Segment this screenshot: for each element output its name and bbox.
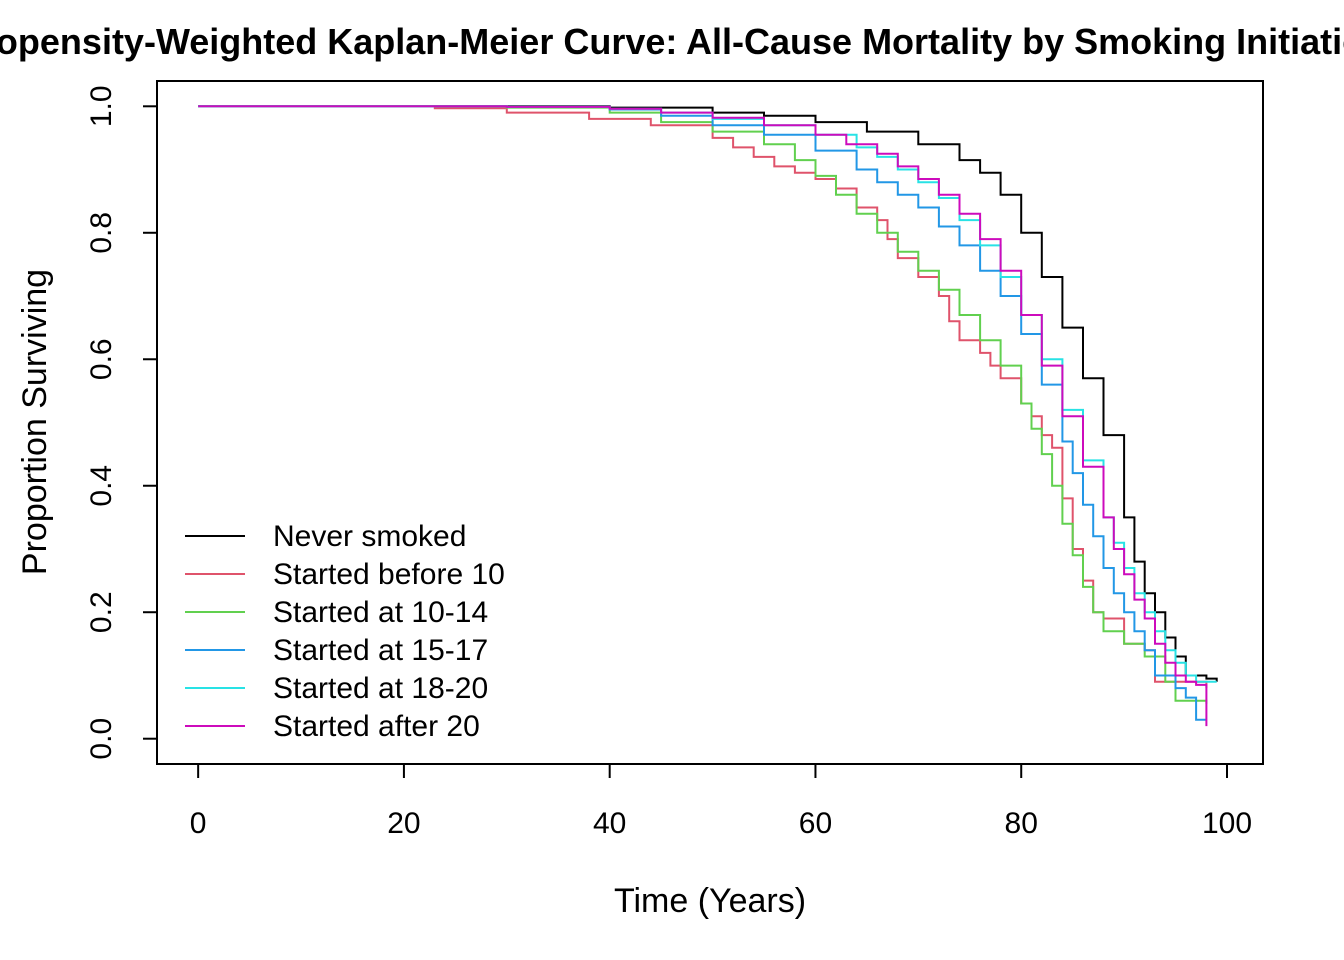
x-tick-label: 0 <box>190 807 207 840</box>
legend-label: Started at 18-20 <box>273 672 488 705</box>
x-tick-label: 100 <box>1202 807 1252 840</box>
y-tick-label: 0.2 <box>85 591 118 633</box>
y-axis: 0.0 0.2 0.4 0.6 0.8 1.0 <box>85 85 158 760</box>
x-tick-label: 20 <box>387 807 420 840</box>
legend-label: Started at 10-14 <box>273 596 488 629</box>
x-tick-label: 60 <box>799 807 832 840</box>
y-tick-label: 1.0 <box>85 85 118 127</box>
legend-label: Started before 10 <box>273 558 505 591</box>
series-line-2 <box>198 105 1208 689</box>
x-tick-label: 80 <box>1005 807 1038 840</box>
legend: Never smoked Started before 10 Started at … <box>185 520 505 743</box>
y-tick-label: 0.8 <box>85 212 118 254</box>
legend-label: Started after 20 <box>273 710 480 743</box>
chart-title: Propensity-Weighted Kaplan-Meier Curve: … <box>0 21 1344 62</box>
legend-label: Never smoked <box>273 520 466 553</box>
y-axis-label: Proportion Surviving <box>16 269 54 575</box>
y-tick-label: 0.0 <box>85 718 118 760</box>
legend-label: Started at 15-17 <box>273 634 488 667</box>
y-tick-label: 0.6 <box>85 338 118 380</box>
x-tick-label: 40 <box>593 807 626 840</box>
x-axis-label: Time (Years) <box>614 882 806 920</box>
series-line-1 <box>198 105 1218 682</box>
x-axis: 0 20 40 60 80 100 <box>190 763 1252 840</box>
series-line-6 <box>198 105 1208 727</box>
y-tick-label: 0.4 <box>85 465 118 507</box>
series-line-3 <box>198 105 1208 704</box>
plot-area <box>198 105 1218 727</box>
